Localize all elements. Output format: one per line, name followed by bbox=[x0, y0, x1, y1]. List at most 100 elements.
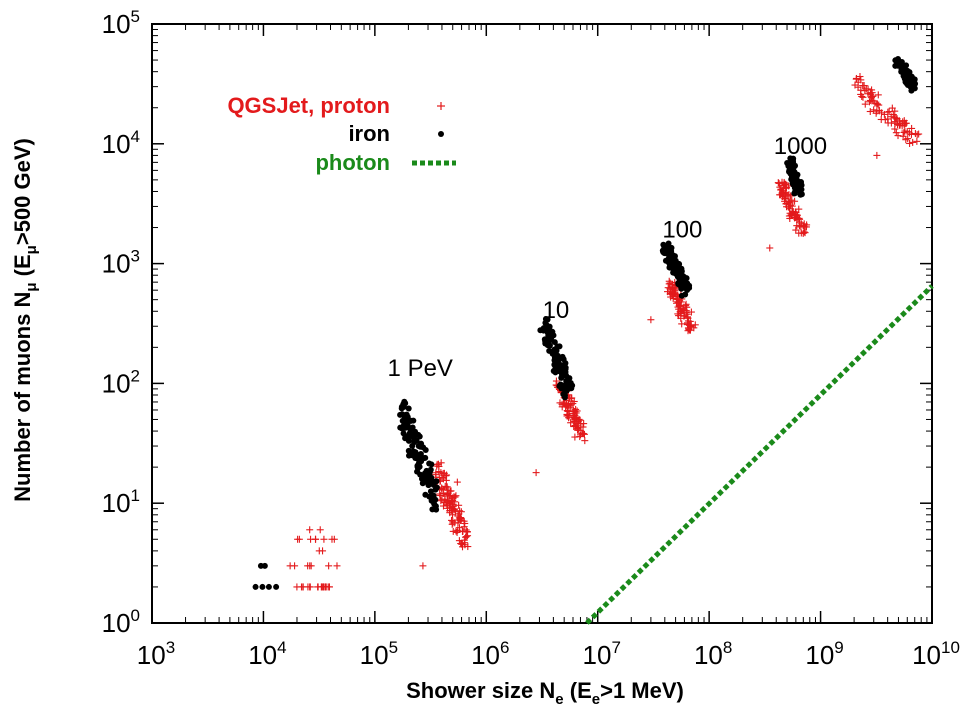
iron-point bbox=[680, 277, 687, 284]
iron-point bbox=[665, 259, 672, 266]
energy-annotation: 1 PeV bbox=[388, 355, 453, 382]
iron-point bbox=[559, 365, 566, 372]
iron-point bbox=[405, 405, 412, 412]
iron-point bbox=[433, 478, 440, 485]
iron-point bbox=[556, 343, 563, 350]
iron-point bbox=[432, 503, 439, 510]
y-tick-labels: 100 101 102 103 104 105 bbox=[102, 7, 140, 638]
iron-point bbox=[671, 268, 678, 275]
iron-point bbox=[904, 70, 911, 77]
iron-point bbox=[797, 179, 804, 186]
legend-marker-proton bbox=[437, 102, 445, 110]
iron-point bbox=[402, 433, 409, 440]
iron-point bbox=[551, 347, 558, 354]
iron-point bbox=[414, 463, 421, 470]
iron-point bbox=[792, 180, 799, 187]
iron-point bbox=[551, 339, 558, 346]
iron-point bbox=[412, 428, 419, 435]
iron-point bbox=[405, 437, 412, 444]
iron-point bbox=[433, 484, 440, 491]
iron-point bbox=[788, 166, 795, 173]
iron-point bbox=[686, 284, 693, 291]
proton-series bbox=[286, 73, 923, 591]
x-tick-label: 109 bbox=[805, 638, 843, 670]
iron-point bbox=[259, 583, 266, 590]
iron-point bbox=[400, 422, 407, 429]
iron-point bbox=[561, 392, 568, 399]
iron-point bbox=[666, 264, 673, 271]
iron-point bbox=[787, 155, 794, 162]
iron-point bbox=[903, 80, 910, 87]
y-tick-label: 102 bbox=[102, 366, 140, 398]
photon-line bbox=[585, 284, 934, 625]
axis-ticks bbox=[151, 23, 933, 624]
iron-point bbox=[418, 440, 425, 447]
iron-point bbox=[682, 291, 689, 298]
legend-label-iron: iron bbox=[348, 121, 390, 146]
iron-point bbox=[784, 160, 791, 167]
iron-point bbox=[893, 58, 900, 65]
x-tick-labels: 103 104 105 106 107 108 109 1010 bbox=[137, 638, 960, 670]
iron-point bbox=[678, 265, 685, 272]
iron-point bbox=[422, 454, 429, 461]
iron-point bbox=[546, 333, 553, 340]
iron-point bbox=[665, 240, 672, 247]
legend-label-proton: QGSJet, proton bbox=[227, 93, 390, 118]
legend: QGSJet, proton iron photon bbox=[227, 93, 456, 175]
y-axis-title: Number of muons Nμ (Eμ>500 GeV) bbox=[10, 138, 40, 502]
iron-point bbox=[898, 62, 905, 69]
energy-annotations: 1 PeV 10 100 1000 bbox=[388, 133, 828, 382]
x-tick-label: 103 bbox=[137, 638, 175, 670]
iron-point bbox=[401, 416, 408, 423]
y-tick-label: 101 bbox=[102, 486, 140, 518]
iron-point bbox=[912, 80, 919, 87]
photon-series bbox=[585, 284, 934, 625]
iron-point bbox=[793, 174, 800, 181]
iron-point bbox=[679, 273, 686, 280]
iron-point bbox=[791, 190, 798, 197]
legend-label-photon: photon bbox=[315, 150, 390, 175]
iron-point bbox=[411, 439, 418, 446]
iron-point bbox=[421, 471, 428, 478]
y-tick-label: 103 bbox=[102, 247, 140, 279]
iron-point bbox=[660, 248, 667, 255]
iron-point bbox=[540, 327, 547, 334]
x-tick-label: 105 bbox=[360, 638, 398, 670]
x-tick-label: 104 bbox=[248, 638, 286, 670]
energy-annotation: 100 bbox=[662, 217, 702, 244]
iron-point bbox=[428, 479, 435, 486]
iron-point bbox=[681, 282, 688, 289]
iron-point bbox=[797, 191, 804, 198]
y-tick-label: 104 bbox=[102, 127, 140, 159]
x-tick-label: 1010 bbox=[912, 638, 960, 670]
x-tick-label: 106 bbox=[471, 638, 509, 670]
iron-point bbox=[414, 452, 421, 459]
iron-point bbox=[273, 583, 280, 590]
iron-point bbox=[407, 426, 414, 433]
iron-point bbox=[544, 316, 551, 323]
iron-point bbox=[554, 352, 561, 359]
iron-point bbox=[426, 493, 433, 500]
x-axis-title: Shower size Ne (Ee>1 MeV) bbox=[406, 678, 684, 708]
iron-point bbox=[564, 383, 571, 390]
y-tick-label: 105 bbox=[102, 7, 140, 39]
energy-annotation: 10 bbox=[543, 297, 570, 324]
iron-point bbox=[252, 583, 259, 590]
y-tick-label: 100 bbox=[102, 606, 140, 638]
plot-frame bbox=[151, 23, 933, 624]
x-tick-label: 107 bbox=[583, 638, 621, 670]
iron-point bbox=[432, 496, 439, 503]
iron-point bbox=[400, 403, 407, 410]
iron-point bbox=[428, 461, 435, 468]
iron-point bbox=[552, 365, 559, 372]
iron-point bbox=[265, 583, 272, 590]
iron-point bbox=[410, 417, 417, 424]
iron-point bbox=[546, 342, 553, 349]
legend-marker-iron bbox=[438, 131, 444, 137]
energy-annotation: 1000 bbox=[774, 133, 827, 160]
iron-point bbox=[911, 85, 918, 92]
iron-point bbox=[675, 281, 682, 288]
x-tick-label: 108 bbox=[694, 638, 732, 670]
iron-series bbox=[252, 56, 919, 590]
